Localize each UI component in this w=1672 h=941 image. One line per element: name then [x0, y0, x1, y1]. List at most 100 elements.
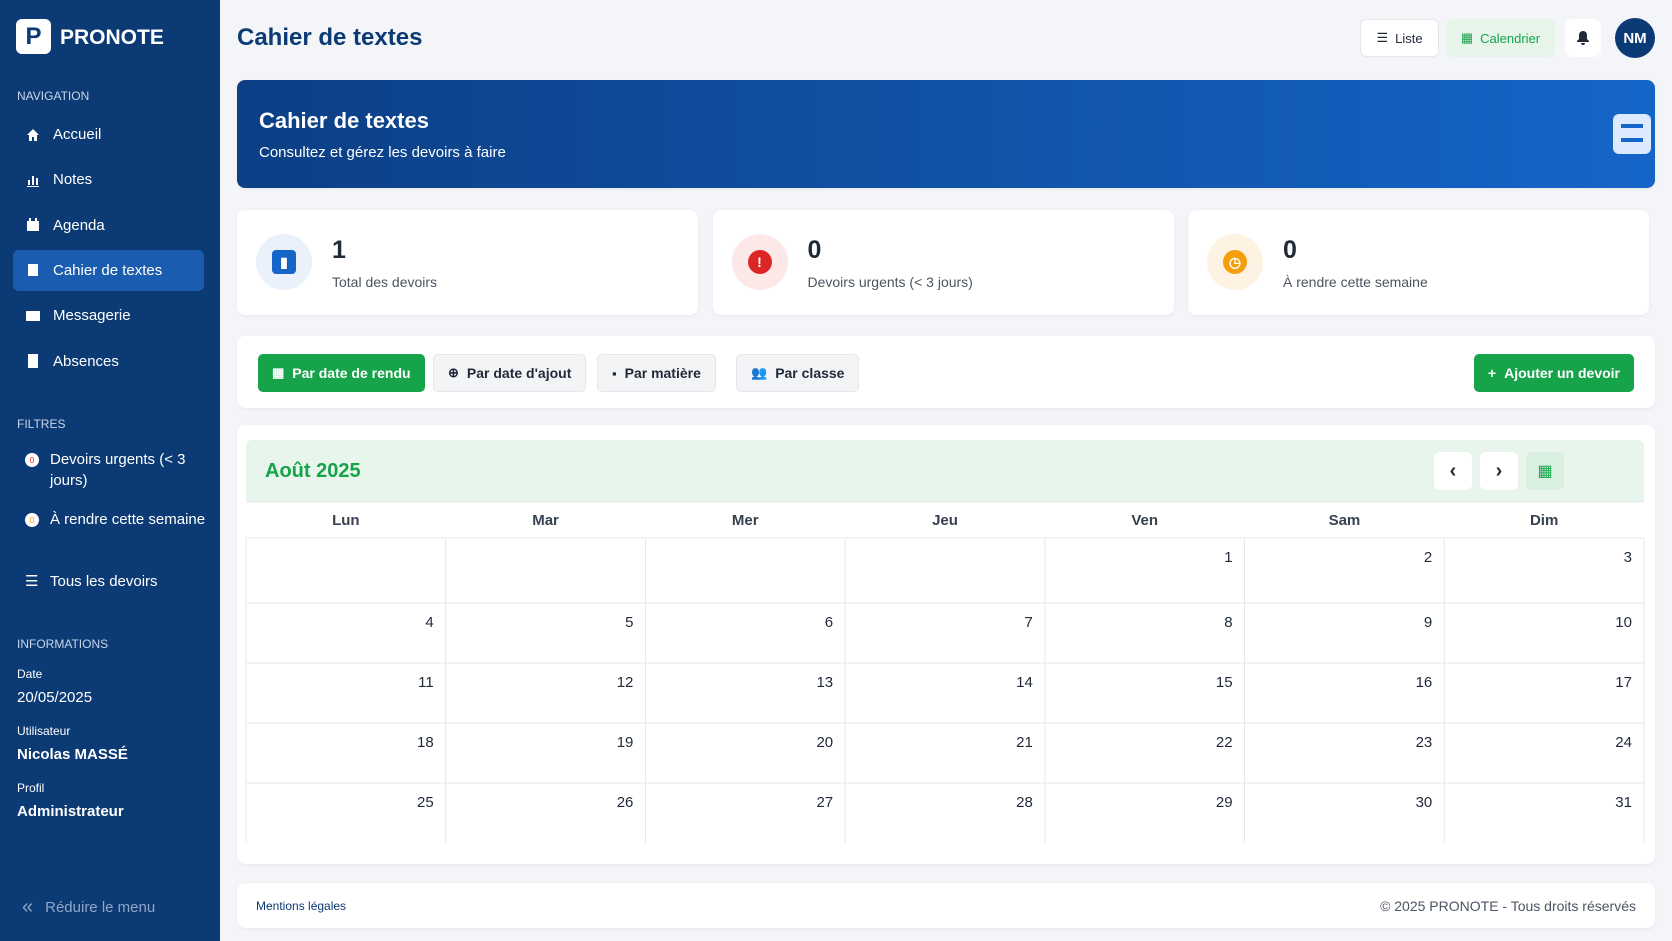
stat-label: À rendre cette semaine [1283, 274, 1428, 290]
sort-icon: 👥 [751, 365, 768, 380]
nav-item[interactable]: Agenda [13, 205, 204, 246]
logo: P [16, 19, 51, 54]
calendar-grid [245, 501, 1645, 843]
calendar-day[interactable]: 27 [816, 794, 834, 811]
calendar-day[interactable]: 5 [625, 614, 634, 631]
calendar-day[interactable]: 21 [1016, 734, 1033, 751]
filter-icon: ☰ [25, 573, 39, 590]
filter-label: Devoirs urgents (< 3 jours) [50, 451, 186, 489]
sort-button[interactable]: ⊕ Par date d'ajout [433, 354, 587, 392]
copyright: © 2025 PRONOTE - Tous droits réservés [1380, 898, 1636, 914]
legal-link[interactable]: Mentions légales [256, 899, 347, 913]
calendar-day[interactable]: 18 [417, 734, 434, 751]
sidebar: P PRONOTE NAVIGATION FILTRES INFORMATION… [0, 0, 220, 941]
filter-badge: 0 [25, 453, 39, 467]
info-value: Nicolas MASSÉ [17, 746, 128, 763]
nav-icon [28, 354, 38, 368]
filter-label: Tous les devoirs [50, 573, 158, 590]
calendar-day[interactable]: 20 [816, 734, 834, 751]
info-label: Profil [17, 781, 45, 795]
nav-label: Messagerie [53, 307, 131, 325]
calendar-day[interactable]: 14 [1016, 674, 1033, 691]
sort-button[interactable]: ▦ Par date de rendu [258, 354, 425, 392]
prev-month-button[interactable]: ‹ [1434, 452, 1472, 490]
section-title: FILTRES [17, 417, 66, 431]
calendar-day[interactable]: 13 [816, 674, 834, 691]
filter-item[interactable]: 0 Devoirs urgents (< 3 jours) [13, 449, 208, 491]
filter-item[interactable]: ☰ Tous les devoirs [13, 571, 208, 592]
calendar-day[interactable]: 11 [418, 674, 434, 691]
button-label: Par date de rendu [292, 365, 411, 381]
nav-label: Accueil [53, 126, 102, 143]
sort-button[interactable]: ▪ Par matière [597, 354, 716, 392]
nav-item[interactable]: Accueil [13, 114, 204, 155]
stat-icon-glyph: ! [747, 250, 772, 274]
next-month-button[interactable]: › [1480, 452, 1518, 490]
calendar-day[interactable]: 30 [1415, 794, 1433, 811]
sort-icon: ▦ [272, 365, 285, 380]
button-label: Par date d'ajout [466, 365, 572, 381]
nav-icon [27, 218, 39, 232]
calendar-day[interactable]: 3 [1623, 549, 1632, 566]
info-label: Utilisateur [17, 724, 71, 738]
banner-icon [1613, 114, 1651, 154]
notifications-button[interactable] [1565, 19, 1601, 57]
sort-icon: ⊕ [448, 365, 459, 380]
today-button[interactable]: ▦ [1526, 452, 1564, 490]
calendar-day[interactable]: 10 [1615, 614, 1632, 631]
calendar-view-button[interactable]: ▦ Calendrier [1446, 19, 1555, 57]
info-value: 20/05/2025 [17, 689, 93, 706]
calendar-day[interactable]: 6 [824, 614, 834, 631]
calendar-day[interactable]: 15 [1215, 674, 1233, 691]
nav-icon [27, 128, 39, 141]
calendar-day[interactable]: 19 [616, 734, 634, 751]
calendar-day[interactable]: 17 [1615, 674, 1632, 691]
collapse-button[interactable]: «Réduire le menu [22, 896, 156, 918]
calendar-day[interactable]: 8 [1224, 614, 1233, 631]
list-view-button[interactable]: ☰ Liste [1360, 19, 1439, 57]
stat-icon: ▮ [256, 234, 312, 290]
calendar-day[interactable]: 26 [616, 794, 634, 811]
calendar-day[interactable]: 31 [1615, 794, 1632, 811]
calendar-day[interactable]: 12 [616, 674, 634, 691]
footer: Mentions légales © 2025 PRONOTE - Tous d… [237, 883, 1655, 928]
calendar-day[interactable]: 2 [1423, 549, 1433, 566]
avatar[interactable]: NM [1615, 18, 1655, 58]
calendar-day[interactable]: 24 [1615, 734, 1632, 751]
calendar-day[interactable]: 29 [1215, 794, 1233, 811]
nav-item[interactable]: Messagerie [13, 295, 204, 336]
add-homework-button[interactable]: + Ajouter un devoir [1473, 354, 1634, 392]
nav-label: Notes [53, 171, 93, 189]
calendar-day[interactable]: 9 [1423, 614, 1433, 631]
calendar-day[interactable]: 23 [1415, 734, 1433, 751]
banner-title: Cahier de textes [259, 108, 429, 133]
sort-button[interactable]: 👥 Par classe [736, 354, 860, 392]
filter-item[interactable]: 0 À rendre cette semaine [13, 509, 208, 530]
nav-item[interactable]: Absences [13, 341, 204, 382]
weekday: Sam [1328, 512, 1361, 529]
stat-value: 0 [1283, 236, 1297, 264]
nav-icon [28, 264, 38, 277]
calendar-day[interactable]: 25 [417, 794, 434, 811]
calendar-day[interactable]: 28 [1016, 794, 1033, 811]
nav-label: Agenda [53, 216, 105, 234]
brand: PRONOTE [60, 26, 164, 49]
calendar-day[interactable]: 16 [1415, 674, 1433, 691]
nav-item[interactable]: Notes [13, 159, 204, 200]
nav-icon [26, 310, 40, 321]
button-label: Par matière [624, 365, 701, 381]
stat-card: ◷ 0 À rendre cette semaine [1188, 210, 1649, 315]
collapse-label: Réduire le menu [45, 899, 156, 916]
weekday: Ven [1131, 512, 1159, 529]
calendar-day[interactable]: 22 [1215, 734, 1233, 751]
month-title: Août 2025 [265, 460, 361, 482]
calendar-day[interactable]: 1 [1224, 549, 1233, 566]
stat-icon-glyph: ▮ [272, 250, 296, 274]
calendar-day[interactable]: 4 [425, 614, 434, 631]
stat-label: Total des devoirs [332, 274, 438, 290]
calendar-day[interactable]: 7 [1024, 614, 1033, 631]
nav-item[interactable]: Cahier de textes [13, 249, 204, 291]
stat-icon: ◷ [1207, 234, 1263, 290]
